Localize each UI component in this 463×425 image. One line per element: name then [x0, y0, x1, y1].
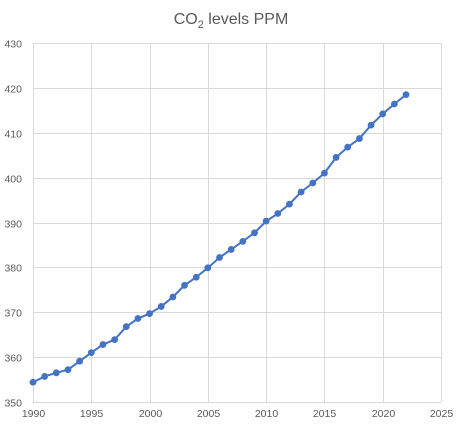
- data-point: [122, 323, 130, 331]
- data-point: [192, 273, 200, 281]
- data-point: [274, 210, 282, 217]
- x-tick-label: 1995: [80, 408, 104, 420]
- data-point: [157, 303, 165, 310]
- data-point: [262, 217, 270, 225]
- data-point: [111, 336, 118, 344]
- x-tick-label: 2005: [197, 408, 221, 420]
- data-point: [309, 179, 317, 187]
- data-point: [332, 154, 340, 161]
- data-point: [297, 188, 305, 196]
- y-tick-label: 420: [4, 84, 22, 96]
- data-point: [64, 366, 72, 374]
- data-point: [204, 264, 212, 272]
- x-tick-label: 1990: [22, 408, 46, 420]
- data-point: [181, 281, 188, 289]
- series-line: [32, 93, 407, 384]
- data-point: [216, 254, 223, 261]
- data-point: [52, 369, 60, 377]
- data-point: [41, 373, 49, 380]
- data-point: [239, 237, 247, 245]
- data-point: [286, 200, 293, 208]
- y-tick-label: 400: [4, 174, 22, 186]
- data-point: [99, 341, 107, 348]
- chart-title-main: CO: [174, 11, 198, 28]
- gridlines: [33, 43, 442, 403]
- y-tick-label: 410: [4, 129, 22, 141]
- y-tick-label: 430: [4, 39, 22, 51]
- y-tick-label: 380: [4, 263, 22, 275]
- y-tick-label: 350: [4, 398, 22, 410]
- data-point: [321, 169, 328, 177]
- x-tick-label: 2020: [372, 408, 396, 420]
- x-tick-label: 2000: [139, 408, 163, 420]
- x-tick-label: 2015: [313, 408, 337, 420]
- data-point: [227, 246, 235, 253]
- data-point: [402, 91, 410, 99]
- x-tick-label: 2025: [430, 408, 454, 420]
- chart-title-subscript: 2: [198, 19, 204, 31]
- data-point: [344, 143, 352, 151]
- data-point: [169, 293, 177, 301]
- data-point: [29, 378, 37, 386]
- data-point: [379, 110, 387, 118]
- y-tick-label: 360: [4, 353, 22, 365]
- data-point: [251, 229, 258, 237]
- chart-title-rest: levels PPM: [204, 11, 288, 28]
- y-tick-label: 370: [4, 308, 22, 320]
- data-point: [87, 349, 95, 357]
- data-point: [134, 315, 142, 322]
- data-point: [76, 357, 84, 365]
- x-tick-label: 2010: [255, 408, 279, 420]
- plot-area: [29, 91, 410, 386]
- data-point: [367, 121, 375, 129]
- chart-title: CO2 levels PPM: [174, 11, 289, 31]
- data-point: [356, 135, 363, 142]
- tick-labels: 350 360 370 380 390 400 410 420 430 1990 1995 2000 2…: [4, 39, 453, 421]
- data-point: [390, 100, 398, 108]
- data-point: [146, 310, 153, 317]
- y-tick-label: 390: [4, 219, 22, 231]
